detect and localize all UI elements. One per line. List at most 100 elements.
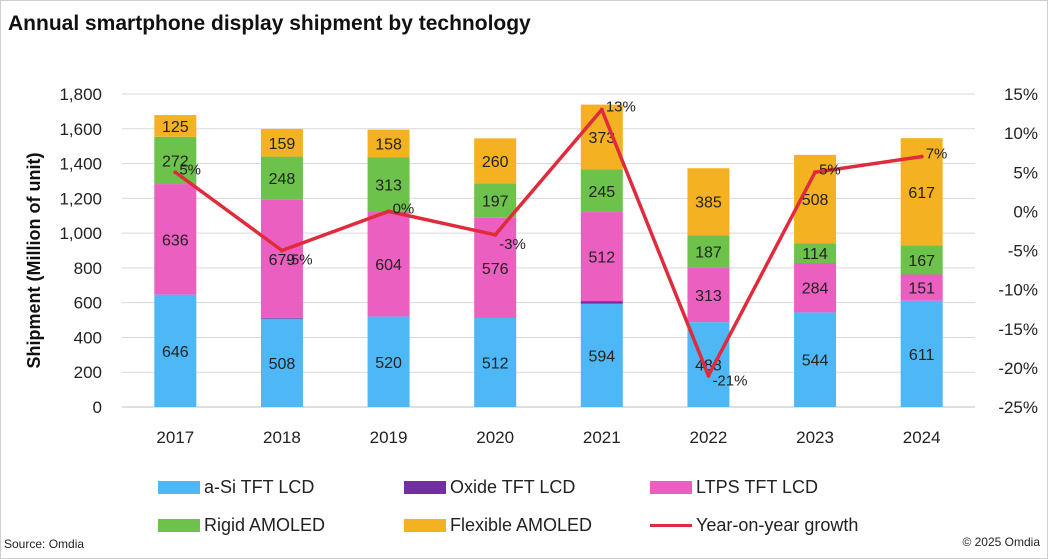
legend-label: LTPS TFT LCD [696,477,819,497]
bar-segment [260,128,303,157]
bar-segment [367,157,410,212]
growth-line [174,107,922,378]
data-label: 512 [482,355,509,372]
source-note: Source: Omdia [4,537,85,551]
growth-label: -5% [286,252,313,269]
growth-point [706,373,711,378]
y-tick-label: 800 [74,259,102,278]
data-label: 245 [588,184,615,201]
bar-segment [580,169,623,213]
data-label: 508 [802,192,829,209]
growth-label: 5% [179,161,201,178]
bar-segment [367,316,410,407]
bar-segment [367,211,410,317]
data-label: 520 [375,355,402,372]
bar-segment [580,212,623,302]
data-label: 611 [909,347,935,364]
data-label: 159 [269,136,296,153]
chart-title: Annual smartphone display shipment by te… [8,12,531,35]
y2-tick-label: 0% [1013,202,1038,221]
legend-label: Rigid AMOLED [204,515,326,535]
bar-segment [580,303,623,407]
legend-label: Year-on-year growth [696,515,859,535]
bar-segment [474,138,517,184]
data-label: 512 [588,250,615,267]
x-tick-label: 2022 [690,428,728,447]
data-label: 604 [375,257,402,274]
legend-item: Rigid AMOLED [158,515,325,536]
data-label: 594 [588,348,615,365]
legend-label: a-Si TFT LCD [204,477,315,497]
data-label: 151 [908,281,935,298]
bar-segment [260,318,303,407]
legend-item: a-Si TFT LCD [158,477,314,498]
bar-segment [794,263,837,313]
y2-tick-label: -10% [998,281,1038,300]
y-tick-label: 1,200 [59,189,102,208]
growth-label: 5% [819,161,841,178]
data-label: 544 [802,353,829,370]
data-label: 617 [908,185,935,202]
data-label: 272 [162,153,189,170]
growth-label: -21% [712,373,747,390]
x-tick-label: 2019 [370,428,408,447]
legend-label: Flexible AMOLED [450,515,593,535]
legend-swatch [404,519,446,532]
data-label: 313 [375,177,402,194]
y2-tick-label: -15% [998,320,1038,339]
y-axis-label: Shipment (Million of unit) [24,153,44,369]
growth-point [493,232,498,237]
bar-segment [580,104,623,170]
growth-point [599,107,604,112]
y-tick-label: 1,400 [59,155,102,174]
bar-segment [154,115,197,137]
y2-tick-label: -20% [998,359,1038,378]
data-label: 158 [375,136,402,153]
growth-point [813,170,818,175]
growth-label: -3% [499,236,526,253]
bar-segment [580,301,623,304]
legend-swatch [404,481,446,494]
bar-segment [687,168,730,236]
growth-point [919,154,924,159]
y2-tick-label: 5% [1013,163,1038,182]
legend-item: Oxide TFT LCD [404,477,575,498]
y-tick-label: 1,000 [59,224,102,243]
y-tick-label: 1,800 [59,85,102,104]
data-label: 385 [695,195,722,212]
growth-point [173,170,178,175]
legend-swatch [158,481,200,494]
bar-segment [260,156,303,200]
y-tick-label: 0 [93,398,102,417]
bar-segment [367,129,410,158]
data-label: 313 [695,288,722,305]
legend-item: Year-on-year growth [650,515,858,536]
data-label: 646 [162,344,189,361]
bar-segment [794,243,837,264]
bar-segment [474,317,517,407]
y-tick-label: 200 [74,363,102,382]
x-tick-label: 2020 [476,428,514,447]
data-label: 576 [482,261,509,278]
x-tick-label: 2024 [903,428,941,447]
data-label: 248 [269,171,296,188]
bar-segment [794,312,837,407]
bar-segment [900,274,943,301]
y-tick-label: 400 [74,328,102,347]
bar-segment [260,199,303,318]
data-label: 187 [695,244,722,261]
legend-swatch [158,519,200,532]
bar-segment [474,183,517,218]
legend-item: LTPS TFT LCD [650,477,818,498]
growth-point [279,248,284,253]
growth-label: 0% [393,200,415,217]
growth-point [386,209,391,214]
bar-segment [900,245,943,275]
y2-tick-label: 10% [1004,124,1038,143]
bar-segment [900,300,943,407]
x-tick-label: 2018 [263,428,301,447]
legend-label: Oxide TFT LCD [450,477,576,497]
y-tick-label: 600 [74,294,102,313]
data-label: 260 [482,154,509,171]
